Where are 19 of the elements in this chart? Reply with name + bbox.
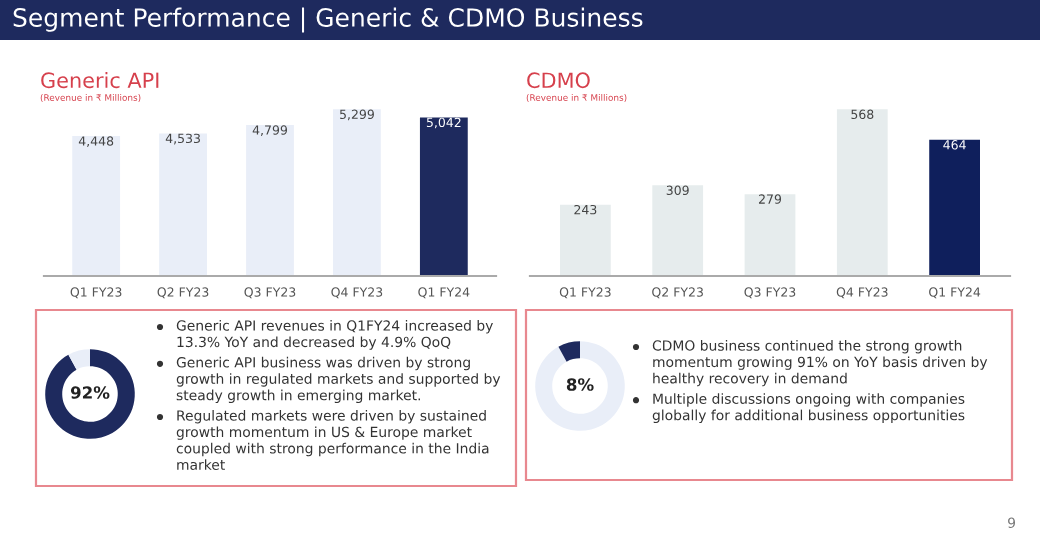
bar	[246, 125, 294, 276]
donut-slice	[558, 341, 580, 362]
bar	[744, 194, 796, 276]
bar	[72, 136, 121, 276]
bar	[836, 109, 888, 276]
data-label: 8%	[566, 378, 594, 391]
bar	[419, 117, 468, 276]
donut-slice	[68, 349, 90, 370]
data-label: 92%	[70, 386, 110, 399]
chart-title: Generic API	[41, 72, 159, 89]
donut-slice	[535, 341, 625, 431]
bar	[929, 139, 980, 276]
donut-slice	[45, 349, 135, 439]
bar	[159, 133, 207, 276]
chart-title: CDMO	[527, 72, 590, 89]
bar	[652, 185, 704, 276]
bar	[333, 109, 381, 276]
bar	[560, 204, 611, 276]
text: Segment Performance | Generic & CDMO Business	[13, 7, 643, 33]
